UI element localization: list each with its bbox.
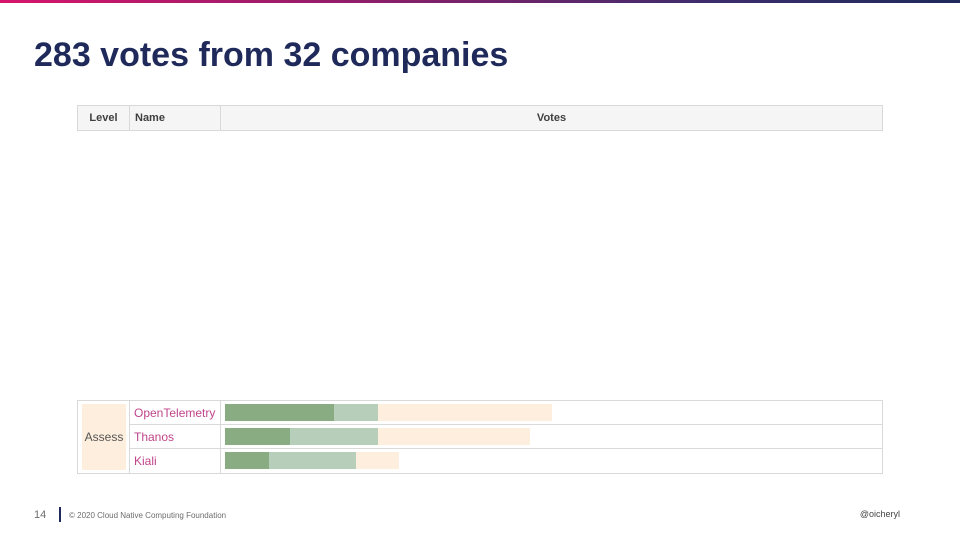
bar-segment-2 [290, 428, 378, 445]
bar-segment-2 [268, 452, 356, 469]
votes-table-header: Level Name Votes [77, 105, 883, 131]
top-accent-bar [0, 0, 960, 3]
row-bars [225, 404, 875, 421]
bar-segment-2 [334, 404, 378, 421]
project-name: OpenTelemetry [130, 401, 221, 424]
project-name: Thanos [130, 425, 221, 448]
footer-divider [59, 507, 61, 522]
header-level: Level [78, 106, 130, 130]
bar-segment-3 [377, 428, 531, 445]
votes-table: Assess OpenTelemetry Thanos Kiali [77, 400, 883, 474]
level-cell: Assess [78, 401, 130, 473]
project-name: Kiali [130, 449, 221, 473]
row-bars [225, 428, 875, 445]
bar-segment-3 [355, 452, 400, 469]
level-label: Assess [82, 404, 126, 470]
row-bars [225, 452, 875, 469]
bar-segment-1 [225, 404, 334, 421]
table-row: Thanos [130, 425, 882, 449]
copyright-text: © 2020 Cloud Native Computing Foundation [69, 511, 227, 520]
bar-segment-1 [225, 452, 269, 469]
header-name: Name [130, 106, 221, 130]
table-row: Kiali [130, 449, 882, 473]
bar-segment-3 [377, 404, 552, 421]
header-votes: Votes [536, 112, 567, 124]
table-row: OpenTelemetry [130, 401, 882, 425]
bar-segment-1 [225, 428, 291, 445]
page-number: 14 [34, 509, 47, 521]
author-handle: @oicheryl [859, 509, 900, 519]
slide-title: 283 votes from 32 companies [34, 36, 509, 74]
